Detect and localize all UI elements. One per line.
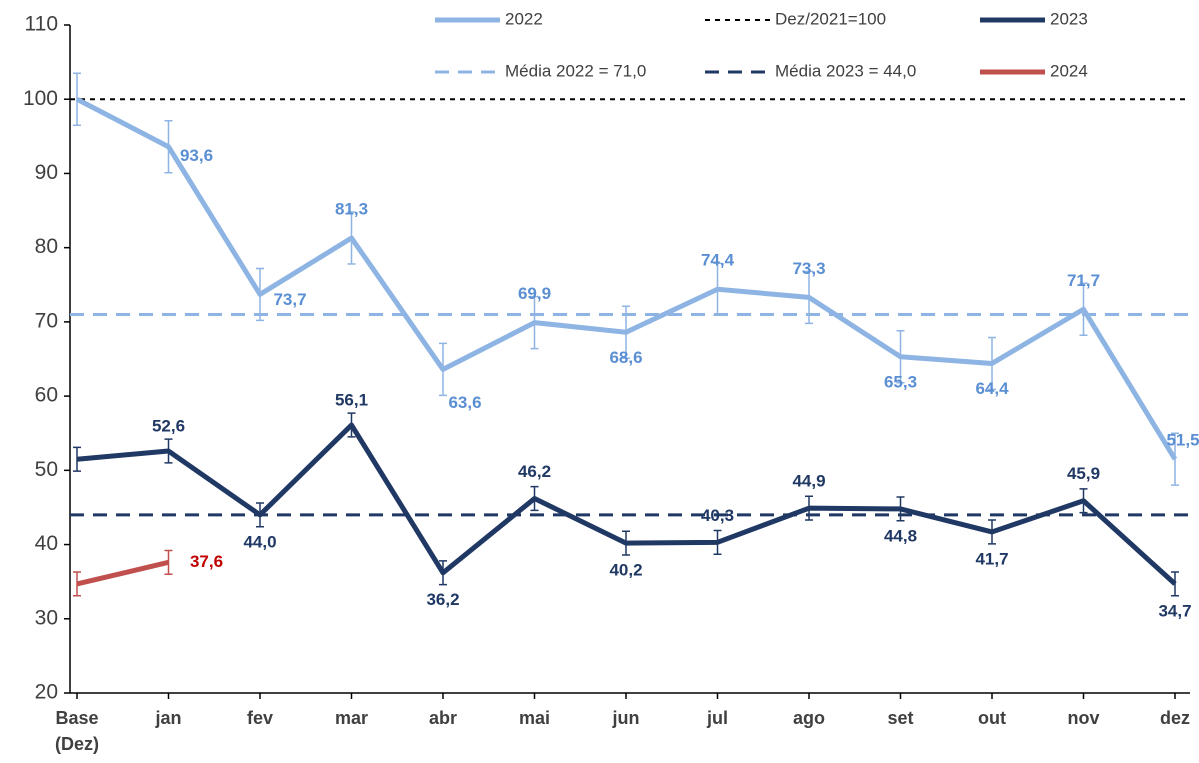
x-tick-label: dez <box>1159 708 1190 728</box>
x-tick-label: mar <box>334 708 369 728</box>
error-bar <box>896 330 905 384</box>
error-bar <box>713 262 722 316</box>
y-tick-label: 110 <box>25 13 58 36</box>
legend-label: Média 2022 = 71,0 <box>505 61 646 80</box>
x-tick-label: Base (Dez) <box>55 708 99 754</box>
data-label: 74,4 <box>701 251 735 270</box>
x-tick-label: jan <box>155 708 182 728</box>
series-line <box>76 559 170 587</box>
error-bar <box>1079 282 1088 336</box>
x-tick-label: fev <box>246 708 273 728</box>
data-label: 40,3 <box>701 506 734 525</box>
error-bar <box>164 438 173 464</box>
error-bar <box>439 560 447 586</box>
error-bar <box>73 72 81 126</box>
y-tick-label: 20 <box>35 681 58 704</box>
data-label: 73,3 <box>792 259 825 278</box>
error-bar <box>347 412 356 438</box>
y-tick-label: 70 <box>35 309 58 332</box>
series-line <box>75 97 1178 461</box>
data-label: 45,9 <box>1067 464 1100 483</box>
data-label: 40,2 <box>609 561 642 580</box>
x-tick-label: out <box>978 708 1006 728</box>
error-bar <box>164 549 173 575</box>
data-label: 41,7 <box>975 549 1008 568</box>
error-bar <box>896 496 905 522</box>
data-label: 65,3 <box>884 372 917 391</box>
x-tick-label: abr <box>428 708 457 728</box>
y-tick-label: 50 <box>35 458 58 481</box>
data-label: 93,6 <box>180 146 213 165</box>
legend-label: 2022 <box>505 9 543 28</box>
data-label: 46,2 <box>518 462 551 481</box>
error-bar <box>622 530 630 556</box>
data-label: 56,1 <box>335 391 368 410</box>
data-label: 73,7 <box>273 290 306 309</box>
x-tick-label: jul <box>707 708 728 728</box>
error-bar <box>713 529 722 555</box>
y-tick-label: 30 <box>35 606 58 629</box>
error-bar <box>256 502 264 528</box>
data-label: 81,3 <box>335 200 368 219</box>
data-label: 34,7 <box>1158 601 1191 620</box>
error-bar <box>1079 488 1088 514</box>
data-label: 44,9 <box>792 472 825 491</box>
error-bar <box>530 295 539 350</box>
error-bar <box>988 336 996 391</box>
y-tick-label: 40 <box>35 532 58 555</box>
error-bar <box>256 267 264 322</box>
data-label: 69,9 <box>518 284 551 303</box>
legend-label: Média 2023 = 44,0 <box>775 61 916 80</box>
legend-label: 2023 <box>1050 9 1088 28</box>
data-label: 64,4 <box>975 379 1009 398</box>
x-tick-label: ago <box>792 708 825 728</box>
error-bar <box>622 305 630 360</box>
error-bar <box>347 211 356 265</box>
error-bar <box>805 495 813 521</box>
error-bar <box>73 446 81 472</box>
data-label: 63,6 <box>448 393 481 412</box>
y-tick-label: 80 <box>35 235 58 258</box>
legend-label: Dez/2021=100 <box>775 9 886 28</box>
y-tick-label: 60 <box>35 384 58 407</box>
error-bar <box>988 519 996 545</box>
data-label: 36,2 <box>426 590 459 609</box>
data-label: 68,6 <box>609 348 642 367</box>
legend-label: 2024 <box>1050 61 1088 80</box>
y-tick-label: 100 <box>23 87 58 110</box>
x-tick-label: set <box>887 708 914 728</box>
data-label: 44,0 <box>243 532 276 551</box>
data-label: 71,7 <box>1067 271 1100 290</box>
data-label: 52,6 <box>152 417 185 436</box>
y-tick-label: 90 <box>35 161 58 184</box>
error-bar <box>805 270 813 325</box>
error-bar <box>530 485 539 512</box>
data-label: 44,8 <box>884 526 917 545</box>
error-bar <box>73 571 81 597</box>
x-tick-label: nov <box>1067 708 1100 728</box>
data-label: 51,5 <box>1166 431 1199 450</box>
error-bar <box>164 119 173 174</box>
error-bar <box>1171 432 1179 486</box>
error-bar <box>439 342 447 397</box>
error-bar <box>1171 571 1179 597</box>
data-label: 37,6 <box>190 552 223 571</box>
x-tick-label: jun <box>612 708 640 728</box>
x-tick-label: mai <box>518 708 551 728</box>
